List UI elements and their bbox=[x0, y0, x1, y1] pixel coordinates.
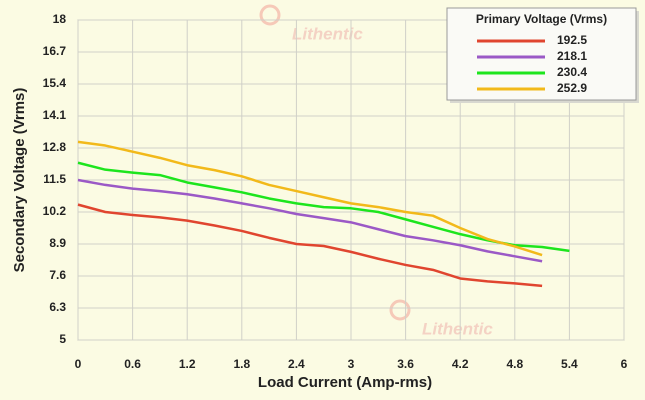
x-tick-label: 0 bbox=[75, 357, 82, 371]
series-line bbox=[77, 140, 543, 257]
legend-title: Primary Voltage (Vrms) bbox=[476, 12, 607, 26]
x-tick-label: 0.6 bbox=[124, 357, 141, 371]
series-line bbox=[77, 203, 543, 288]
x-tick-label: 3.6 bbox=[397, 357, 414, 371]
x-tick-label: 4.8 bbox=[506, 357, 523, 371]
watermark: Lithentic bbox=[422, 319, 493, 338]
watermark-icon bbox=[259, 4, 281, 26]
x-tick-label: 1.2 bbox=[179, 357, 196, 371]
y-axis-label: Secondary Voltage (Vrms) bbox=[11, 88, 28, 273]
y-tick-label: 5 bbox=[59, 332, 66, 346]
y-tick-label: 14.1 bbox=[43, 108, 67, 122]
y-tick-label: 16.7 bbox=[43, 44, 67, 58]
series-line bbox=[77, 178, 543, 263]
legend-label: 192.5 bbox=[557, 33, 587, 47]
y-tick-label: 12.8 bbox=[43, 140, 67, 154]
x-tick-label: 2.4 bbox=[288, 357, 305, 371]
y-tick-label: 7.6 bbox=[49, 268, 66, 282]
y-tick-label: 11.5 bbox=[43, 172, 66, 186]
y-tick-label: 6.3 bbox=[49, 300, 66, 314]
x-tick-label: 3 bbox=[348, 357, 355, 371]
y-tick-label: 8.9 bbox=[49, 236, 66, 250]
legend-label: 218.1 bbox=[557, 49, 587, 63]
x-axis-label: Load Current (Amp-rms) bbox=[258, 374, 432, 391]
x-tick-label: 6 bbox=[621, 357, 628, 371]
y-tick-label: 10.2 bbox=[43, 204, 67, 218]
y-tick-label: 18 bbox=[53, 12, 67, 26]
x-tick-label: 4.2 bbox=[452, 357, 469, 371]
legend bbox=[446, 7, 637, 101]
x-tick-label: 1.8 bbox=[233, 357, 250, 371]
legend-label: 230.4 bbox=[557, 65, 587, 79]
watermark: Lithentic bbox=[292, 24, 363, 43]
watermark-icon bbox=[389, 299, 411, 321]
legend-label: 252.9 bbox=[557, 81, 587, 95]
y-tick-label: 15.4 bbox=[43, 76, 67, 90]
x-tick-label: 5.4 bbox=[561, 357, 578, 371]
